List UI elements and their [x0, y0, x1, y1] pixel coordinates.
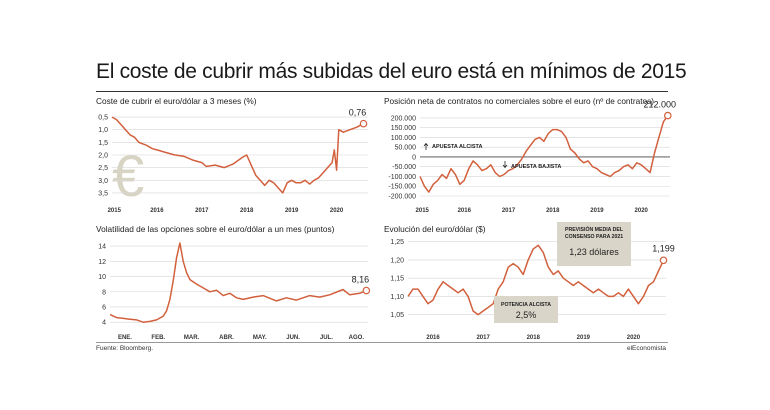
series-line	[407, 244, 665, 316]
brand-logo-text: elEconomista	[626, 345, 666, 352]
x-tick-label: 2018	[240, 208, 254, 214]
y-tick-label: 1,20	[390, 257, 404, 264]
x-tick-label: 2019	[285, 208, 299, 214]
x-tick-label: AGO.	[349, 335, 365, 341]
x-tick-label: 2019	[577, 335, 591, 341]
x-tick-label: 2020	[635, 208, 649, 214]
x-tick-label: JUN.	[286, 335, 300, 341]
y-tick-label: 8	[102, 289, 106, 296]
y-tick-label: 1,05	[390, 312, 404, 319]
forecast-box	[557, 222, 631, 266]
y-tick-label: 12	[98, 259, 106, 266]
x-tick-label: 2016	[150, 208, 164, 214]
y-tick-label: 200.000	[391, 115, 416, 122]
y-tick-label: 6	[102, 304, 106, 311]
end-point-marker	[663, 111, 672, 120]
arrow-up-icon	[423, 142, 429, 150]
forecast-box-line1: PREVISIÓN MEDIA DEL	[565, 225, 624, 233]
y-tick-label: 1,5	[98, 140, 108, 147]
end-point-marker	[359, 119, 368, 128]
chart4-title: Evolución del euro/dólar ($)	[384, 224, 486, 234]
x-tick-label: 2017	[502, 208, 516, 214]
x-tick-label: 2016	[426, 335, 440, 341]
end-point-marker	[659, 256, 668, 265]
footer-rule	[96, 342, 668, 343]
y-tick-label: 1,10	[390, 294, 404, 301]
chart-eurusd: 1,25 1,20 1,15 1,10 1,05 2016 2017 2018 2019 2020…	[390, 222, 675, 341]
y-tick-label: 150.000	[391, 125, 416, 132]
chart-volatility: 14 12 10 8 6 4 ENE. FEB. MAR. ABR. MAY. JUN. JUL. AGO…	[98, 242, 371, 341]
bullish-annotation: APUESTA ALCISTA	[432, 144, 482, 150]
y-tick-label: 0	[412, 154, 416, 161]
x-tick-label: 2017	[195, 208, 209, 214]
chart3-title: Volatilidad de las opciones sobre el eur…	[96, 224, 335, 234]
x-tick-label: 2016	[458, 208, 472, 214]
x-tick-label: 2015	[108, 208, 122, 214]
page-title: El coste de cubrir más subidas del euro …	[96, 60, 687, 83]
y-tick-label: 4	[102, 320, 106, 327]
y-tick-label: 100.000	[391, 135, 416, 142]
y-tick-label: 1,15	[390, 276, 404, 283]
potential-box-value: 2,5%	[516, 310, 537, 320]
y-tick-label: -200.000	[388, 194, 416, 201]
x-tick-label: JUL.	[320, 335, 333, 341]
chart-hedging-cost: €0,5 1,0 1,5 2,0 2,5 3,0 3,5 2015 2016 2017 2018 20…	[98, 108, 368, 214]
x-tick-label: 2018	[527, 335, 541, 341]
y-tick-label: -50.000	[392, 164, 416, 171]
chart2-title: Posición neta de contratos no comerciale…	[384, 96, 655, 106]
end-value-label: 212.000	[644, 100, 677, 110]
series-line	[111, 116, 364, 194]
y-tick-label: 2,0	[98, 153, 108, 160]
end-value-label: 0,76	[349, 108, 367, 118]
end-value-label: 8,16	[352, 275, 370, 285]
y-tick-label: -100.000	[388, 174, 416, 181]
chart1-title: Coste de cubrir el euro/dólar a 3 meses …	[96, 96, 257, 106]
x-tick-label: 2015	[416, 208, 430, 214]
y-tick-label: 1,25	[390, 239, 404, 246]
x-tick-label: ENE.	[118, 335, 132, 341]
x-tick-label: 2020	[330, 208, 344, 214]
source-note: Fuente: Bloomberg.	[96, 345, 154, 352]
x-tick-label: 2018	[546, 208, 560, 214]
y-tick-label: 1,0	[98, 127, 108, 134]
potential-box	[494, 296, 558, 323]
y-tick-label: -150.000	[388, 184, 416, 191]
chart-net-positions: 200.000 150.000 100.000 50.000 0 -50.000 -100.…	[388, 100, 676, 214]
euro-watermark: €	[112, 144, 144, 209]
x-tick-label: MAR.	[184, 335, 200, 341]
x-tick-label: MAY.	[253, 335, 267, 341]
end-value-label: 1,199	[652, 243, 675, 253]
end-point-marker	[362, 286, 371, 295]
y-tick-label: 14	[98, 244, 106, 251]
potential-box-label: POTENCIA ALCISTA	[501, 302, 551, 308]
x-tick-label: 2017	[476, 335, 490, 341]
y-tick-label: 10	[98, 274, 106, 281]
y-tick-label: 0,5	[98, 115, 108, 122]
series-line	[419, 115, 669, 193]
y-tick-label: 3,0	[98, 178, 108, 185]
y-tick-label: 3,5	[98, 190, 108, 197]
forecast-box-value: 1,23 dólares	[569, 247, 619, 257]
forecast-box-line2: CONSENSO PARA 2021	[565, 234, 623, 240]
x-tick-label: ABR.	[219, 335, 234, 341]
y-tick-label: 2,5	[98, 165, 108, 172]
title-rule	[96, 91, 668, 92]
y-tick-label: 50.000	[395, 145, 417, 152]
x-tick-label: 2020	[627, 335, 641, 341]
arrow-down-icon	[502, 161, 508, 169]
series-line	[109, 242, 367, 323]
x-tick-label: FEB.	[151, 335, 165, 341]
bearish-annotation: APUESTA BAJISTA	[511, 164, 561, 170]
x-tick-label: 2019	[590, 208, 604, 214]
